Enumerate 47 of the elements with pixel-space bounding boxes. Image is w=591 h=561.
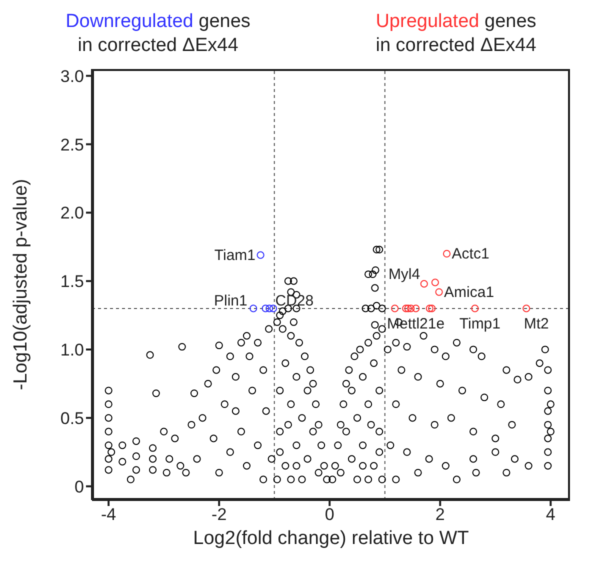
annotation: Mt2	[524, 315, 549, 332]
annotation: Mettl21e	[387, 315, 445, 332]
text: in corrected ΔEx44	[374, 34, 538, 58]
annotation: CD28	[275, 292, 314, 310]
point	[428, 304, 436, 312]
point	[404, 304, 412, 312]
point	[269, 304, 278, 312]
point	[522, 304, 530, 312]
x-tick-label: 0	[324, 505, 334, 524]
x-axis-title: Log2(fold change) relative to WT	[193, 528, 470, 549]
text: genes	[484, 11, 536, 32]
x-tick-label: -4	[101, 505, 116, 524]
point	[420, 280, 428, 288]
point	[435, 288, 443, 296]
point	[262, 304, 270, 312]
text: Downregulated	[66, 11, 194, 32]
point	[391, 304, 399, 312]
y-tick-label: 3.0	[60, 66, 84, 86]
text: Upregulated	[376, 11, 480, 32]
x-tick-label: 2	[435, 505, 445, 524]
point	[471, 304, 479, 312]
point	[426, 304, 434, 312]
y-tick-label: 1.0	[60, 340, 84, 360]
y-tick-label: 1.5	[60, 272, 84, 292]
point	[442, 250, 451, 258]
text: genes	[198, 11, 250, 32]
y-tick-label: 2.0	[60, 204, 84, 223]
point	[407, 304, 415, 312]
point	[402, 304, 410, 312]
annotation: Amica1	[444, 284, 494, 302]
x-tick-label: 4	[546, 505, 556, 524]
annotation: Plin1	[214, 292, 248, 310]
annotation: Actc1	[452, 246, 490, 263]
point	[256, 251, 264, 259]
point	[412, 304, 420, 312]
y-tick-label: 0.5	[60, 408, 84, 428]
x-tick-label: -2	[212, 505, 227, 524]
y-tick-label: 2.5	[60, 135, 84, 154]
point	[250, 304, 258, 312]
annotation: Tiam1	[214, 247, 256, 264]
annotation: Myl4	[388, 266, 420, 283]
text: in corrected ΔEx44	[76, 34, 240, 58]
y-tick-label: 0	[74, 477, 84, 496]
point	[431, 278, 439, 286]
y-axis-title: -Log10(adjusted p-value)	[10, 178, 32, 390]
point	[266, 304, 274, 312]
annotation: Timp1	[459, 315, 501, 332]
